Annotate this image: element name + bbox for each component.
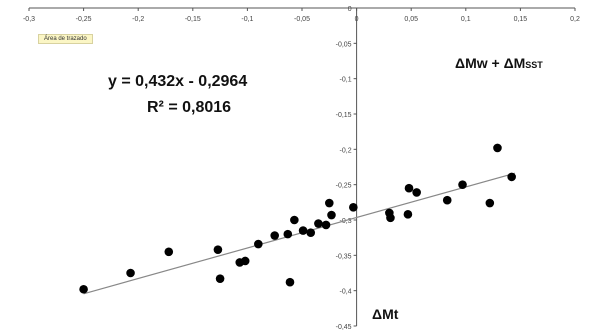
- data-point: [325, 198, 334, 208]
- y-axis-label-subscript: SST: [525, 60, 543, 70]
- data-point: [349, 202, 358, 212]
- data-point: [386, 213, 395, 223]
- y-tick-label: -0,1: [340, 77, 352, 84]
- x-axis-label: ΔMt: [372, 306, 399, 322]
- x-tick-label: 0,05: [404, 16, 418, 23]
- data-point: [298, 226, 308, 235]
- data-point: [285, 277, 295, 287]
- data-point: [485, 198, 495, 208]
- data-point: [306, 228, 316, 238]
- y-tick-label: -0,35: [336, 253, 352, 260]
- trendline: [83, 172, 516, 295]
- y-axis-label-main: ΔMw + ΔM: [455, 55, 525, 71]
- y-tick-label: -0,45: [336, 324, 352, 331]
- data-point: [290, 215, 299, 225]
- r-squared-label: R² = 0,8016: [147, 99, 231, 116]
- y-tick-label: -0,2: [340, 147, 352, 154]
- equation-label: y = 0,432x - 0,2964: [108, 73, 247, 90]
- x-tick-label: -0,25: [76, 16, 92, 23]
- y-tick-label: -0,15: [336, 112, 352, 119]
- data-point: [164, 247, 174, 257]
- data-point: [270, 231, 280, 240]
- x-tick-label: -0,15: [185, 16, 201, 23]
- x-tick-label: -0,05: [294, 16, 310, 23]
- data-point: [412, 188, 421, 197]
- x-tick-label: 0,2: [570, 16, 580, 23]
- x-tick-label: -0,1: [241, 16, 253, 23]
- y-axis-label: ΔMw + ΔMSST: [455, 55, 543, 71]
- data-point: [403, 210, 413, 219]
- data-point: [493, 143, 502, 153]
- data-point: [283, 229, 293, 239]
- data-point: [327, 210, 336, 220]
- data-point: [79, 284, 88, 294]
- y-tick-label: -0,05: [336, 41, 352, 48]
- x-tick-label: -0,3: [23, 16, 35, 23]
- x-tick-label: 0,1: [461, 16, 471, 23]
- data-point: [213, 245, 223, 254]
- data-points: [79, 143, 516, 294]
- x-tick-labels: -0,3 -0,25 -0,2 -0,15 -0,1 -0,05 0 0,05 0,1 0,15 0…: [23, 8, 580, 23]
- plot-area-tooltip: Área de trazado: [38, 34, 93, 44]
- data-point: [321, 220, 331, 230]
- x-tick-label: -0,2: [132, 16, 144, 23]
- data-point: [404, 183, 414, 193]
- y-tick-label: 0: [348, 6, 352, 13]
- data-point: [314, 219, 323, 228]
- x-tick-label: 0,15: [514, 16, 528, 23]
- data-point: [240, 256, 250, 266]
- y-tick-labels: 0 -0,05 -0,1 -0,15 -0,2 -0,25 -0,3 -0,35 -0,4 -0,…: [336, 6, 357, 331]
- data-point: [442, 195, 452, 205]
- y-tick-label: -0,25: [336, 183, 352, 190]
- data-point: [215, 274, 225, 283]
- x-tick-label: 0: [355, 16, 359, 23]
- data-point: [458, 180, 467, 189]
- y-tick-label: -0,4: [340, 289, 352, 296]
- data-point: [126, 268, 135, 278]
- data-point: [507, 172, 516, 182]
- data-point: [254, 239, 263, 249]
- y-tick-label: -0,3: [340, 218, 352, 225]
